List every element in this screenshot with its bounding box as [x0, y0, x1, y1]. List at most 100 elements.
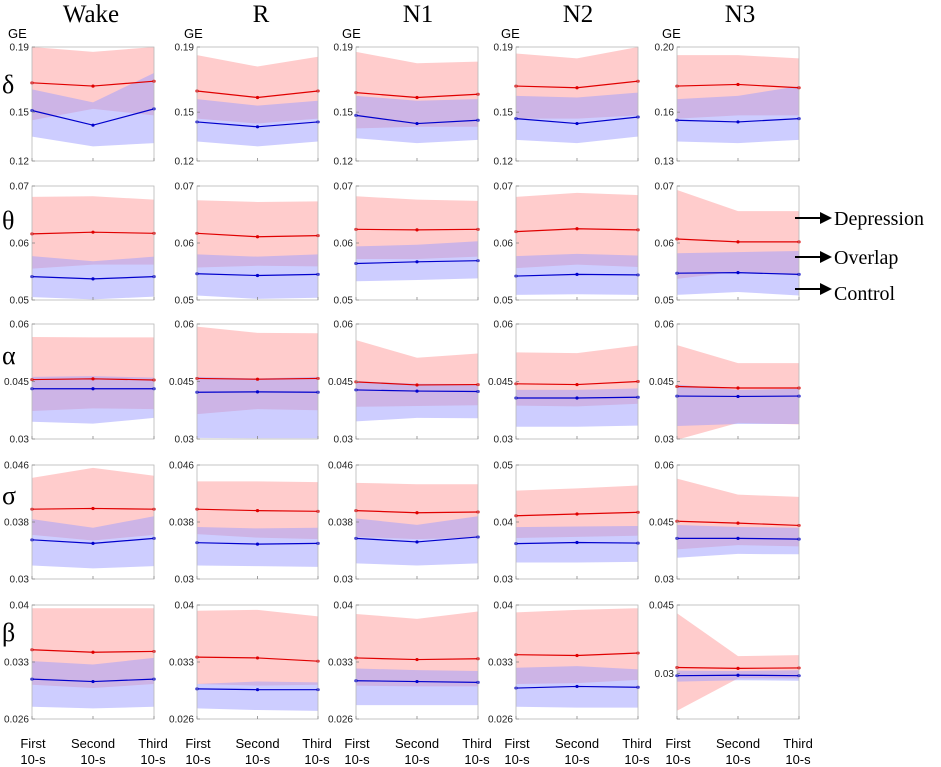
y-tick-label: 0.045 — [649, 377, 674, 388]
y-tick-label: 0.19 — [334, 43, 354, 54]
y-tick-label: 0.15 — [494, 108, 514, 119]
depression-mean-point — [255, 377, 260, 381]
panel-sigma-wake: 0.03 0.038 0.046 — [4, 461, 156, 586]
y-tick-label: 0.04 — [10, 601, 30, 612]
depression-mean-point — [255, 235, 260, 239]
y-tick-label: 0.07 — [655, 182, 675, 193]
depression-mean-point — [575, 653, 579, 658]
ge-label: GE — [662, 26, 681, 41]
depression-mean-point — [91, 84, 95, 88]
control-band — [197, 376, 318, 439]
y-tick-label: 0.12 — [334, 157, 354, 168]
legend-arrow-icon — [795, 251, 832, 263]
y-tick-label: 0.15 — [334, 108, 354, 119]
y-tick-label: 0.06 — [334, 239, 354, 250]
y-tick-label: 0.06 — [10, 320, 30, 331]
control-band — [516, 525, 638, 563]
depression-band — [677, 613, 799, 711]
y-tick-label: 0.06 — [334, 320, 354, 331]
panel-theta-wake: 0.05 0.06 0.07 — [10, 182, 156, 307]
stage-title-n3: N3 — [725, 1, 756, 28]
y-tick-label: 0.045 — [328, 377, 353, 388]
y-tick-label: 0.045 — [488, 377, 513, 388]
panel-alpha-n2: 0.03 0.045 0.06 — [488, 320, 640, 446]
y-tick-label: 0.06 — [10, 239, 30, 250]
y-tick-label: 0.04 — [334, 601, 354, 612]
y-tick-label: 0.026 — [4, 715, 29, 726]
band-labels: δ θ α σ β — [2, 70, 16, 647]
control-band — [677, 86, 799, 144]
y-tick-label: 0.03 — [494, 575, 514, 586]
panel-sigma-r: 0.03 0.038 0.046 — [169, 461, 320, 586]
control-mean-point — [91, 277, 95, 281]
x-tick-label: 10-s — [245, 752, 271, 767]
y-tick-label: 0.03 — [655, 575, 675, 586]
stage-title-n2: N2 — [563, 1, 594, 28]
depression-band — [197, 200, 318, 268]
panel-delta-wake: 0.12 0.15 0.19 — [10, 43, 156, 168]
x-tick-label: 10-s — [564, 752, 590, 767]
y-tick-label: 0.05 — [494, 296, 514, 307]
y-tick-label: 0.033 — [488, 658, 513, 669]
x-tick-label: Third — [783, 736, 813, 751]
panel-grid: 0.120.150.190.120.150.190.120.150.190.12… — [4, 43, 801, 726]
y-tick-label: 0.033 — [169, 658, 194, 669]
control-mean-point — [255, 390, 260, 394]
y-tick-label: 0.12 — [494, 157, 514, 168]
legend-arrow-icon — [795, 212, 832, 224]
y-tick-label: 0.06 — [494, 320, 514, 331]
x-tick-label: 10-s — [624, 752, 650, 767]
depression-mean-point — [91, 650, 95, 654]
y-tick-label: 0.19 — [494, 43, 514, 54]
y-tick-label: 0.16 — [655, 108, 675, 119]
depression-mean-point — [415, 511, 419, 515]
x-tick-label: 10-s — [20, 752, 46, 767]
panel-delta-n1: 0.12 0.15 0.19 — [334, 43, 480, 168]
panel-theta-r: 0.05 0.06 0.07 — [175, 182, 320, 307]
panel-alpha-r: 0.03 0.045 0.06 — [169, 320, 320, 446]
depression-mean-point — [255, 656, 260, 660]
y-tick-label: 0.19 — [10, 43, 30, 54]
y-tick-label: 0.07 — [334, 182, 354, 193]
y-tick-label: 0.038 — [328, 518, 353, 529]
y-tick-label: 0.13 — [655, 157, 675, 168]
panel-beta-n2: 0.026 0.033 0.04 — [488, 601, 640, 726]
x-tick-label: First — [665, 736, 691, 751]
y-tick-label: 0.046 — [169, 461, 194, 472]
control-mean-point — [736, 271, 740, 275]
y-tick-label: 0.045 — [169, 377, 194, 388]
x-tick-label: Second — [716, 736, 760, 751]
panel-sigma-n1: 0.03 0.038 0.046 — [328, 461, 480, 586]
stage-title-n1: N1 — [403, 1, 434, 28]
control-mean-point — [575, 540, 579, 545]
y-tick-label: 0.06 — [175, 320, 195, 331]
x-tick-label: 10-s — [504, 752, 530, 767]
y-tick-label: 0.04 — [175, 601, 195, 612]
y-tick-label: 0.03 — [175, 575, 195, 586]
panel-alpha-n1: 0.03 0.045 0.06 — [328, 320, 480, 446]
y-tick-label: 0.06 — [494, 239, 514, 250]
panel-sigma-n3: 0.03 0.045 0.06 — [649, 461, 801, 586]
control-band — [32, 73, 154, 147]
panel-beta-n1: 0.026 0.033 0.04 — [328, 601, 480, 726]
control-mean-point — [415, 389, 419, 393]
y-tick-label: 0.038 — [4, 518, 29, 529]
y-tick-label: 0.15 — [10, 108, 30, 119]
x-tick-label: Third — [462, 736, 492, 751]
panel-theta-n3: 0.05 0.06 0.07 — [655, 182, 801, 307]
control-band — [197, 681, 318, 711]
depression-mean-point — [91, 506, 95, 511]
depression-mean-point — [736, 240, 740, 244]
ge-label: GE — [8, 26, 27, 41]
control-mean-point — [255, 542, 260, 546]
depression-mean-point — [736, 521, 740, 525]
y-tick-label: 0.12 — [10, 157, 30, 168]
band-label-delta: δ — [2, 70, 14, 99]
legend-control: Control — [834, 283, 896, 305]
y-tick-label: 0.03 — [10, 575, 30, 586]
x-tick-label: 10-s — [464, 752, 490, 767]
y-tick-label: 0.03 — [334, 435, 354, 446]
ge-label: GE — [501, 26, 520, 41]
control-mean-point — [255, 688, 260, 692]
y-tick-label: 0.03 — [494, 435, 514, 446]
